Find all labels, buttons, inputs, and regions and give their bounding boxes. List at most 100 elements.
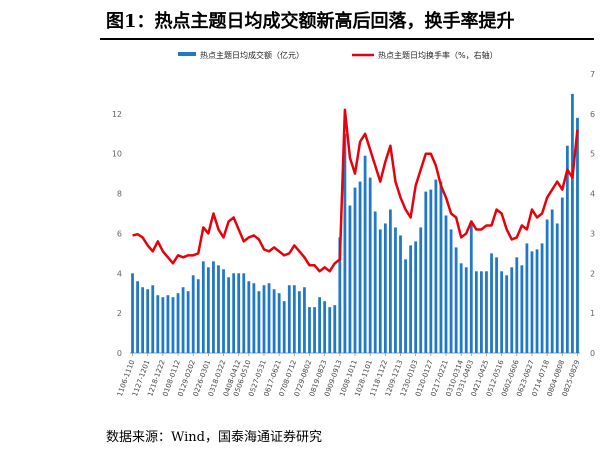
left-tick-label-4: 8 xyxy=(117,190,122,199)
bar-50 xyxy=(383,223,387,353)
bar-57 xyxy=(419,227,423,353)
bar-32 xyxy=(292,285,296,353)
bar-85 xyxy=(560,197,564,353)
right-tick-label-1: 1 xyxy=(590,309,595,318)
left-tick-label-2: 4 xyxy=(117,269,122,278)
bar-8 xyxy=(171,297,175,353)
bar-64 xyxy=(454,247,458,353)
left-tick-label-1: 2 xyxy=(117,309,122,318)
bar-52 xyxy=(394,227,397,353)
legend: 热点主题日均成交额（亿元） 热点主题日均换手率（%，右轴） xyxy=(178,50,498,60)
bar-19 xyxy=(227,277,230,353)
bar-74 xyxy=(505,275,509,353)
bar-83 xyxy=(550,209,554,353)
bar-66 xyxy=(464,267,468,353)
bar-53 xyxy=(399,235,402,353)
bar-21 xyxy=(237,273,241,353)
legend-line-label: 热点主题日均换手率（%，右轴） xyxy=(378,50,498,60)
right-tick-label-4: 4 xyxy=(590,190,595,199)
source-note: 数据来源：Wind，国泰海通证券研究 xyxy=(106,430,322,445)
bar-11 xyxy=(186,291,190,353)
bar-45 xyxy=(358,181,362,353)
bar-60 xyxy=(434,179,438,353)
bar-76 xyxy=(515,257,519,353)
left-tick-label-6: 12 xyxy=(112,110,122,119)
bar-40 xyxy=(333,305,337,353)
chart: 热点主题日均成交额（亿元） 热点主题日均换手率（%，右轴） 0246810120… xyxy=(112,50,595,398)
bar-16 xyxy=(212,261,215,353)
bar-56 xyxy=(414,241,418,353)
bar-86 xyxy=(565,145,569,353)
bar-17 xyxy=(217,265,220,353)
right-tick-label-7: 7 xyxy=(590,70,595,79)
bar-1 xyxy=(136,281,139,353)
bar-24 xyxy=(252,283,256,353)
bar-4 xyxy=(151,285,155,353)
bar-33 xyxy=(297,291,301,353)
bar-48 xyxy=(373,211,377,353)
bar-72 xyxy=(495,257,498,353)
bar-0 xyxy=(131,273,134,353)
bar-31 xyxy=(287,285,291,353)
figure-title: 图1：热点主题日均成交额新高后回落，换手率提升 xyxy=(106,11,515,32)
bar-87 xyxy=(571,93,574,354)
bar-27 xyxy=(267,283,271,353)
bar-26 xyxy=(262,285,266,353)
bar-44 xyxy=(353,187,357,353)
bar-51 xyxy=(389,209,392,353)
left-tick-label-3: 6 xyxy=(117,229,122,238)
bar-3 xyxy=(146,289,150,353)
bar-42 xyxy=(343,133,347,353)
legend-bar-label: 热点主题日均成交额（亿元） xyxy=(200,50,304,60)
bar-59 xyxy=(429,189,433,353)
line-series xyxy=(132,108,579,273)
bar-13 xyxy=(196,279,200,353)
bar-46 xyxy=(363,155,367,353)
bar-49 xyxy=(378,229,382,353)
bar-series xyxy=(131,93,579,354)
bar-5 xyxy=(156,295,160,353)
bar-75 xyxy=(510,267,514,353)
bar-25 xyxy=(257,291,261,353)
bar-55 xyxy=(409,245,413,353)
bar-67 xyxy=(469,221,473,353)
right-tick-label-2: 2 xyxy=(590,269,595,278)
bar-6 xyxy=(161,297,165,353)
bar-18 xyxy=(222,269,225,353)
bar-65 xyxy=(459,263,463,353)
bar-23 xyxy=(247,281,251,353)
bar-10 xyxy=(181,287,185,353)
bar-15 xyxy=(206,267,210,353)
bar-77 xyxy=(520,265,524,353)
turnover-line xyxy=(132,108,579,273)
bar-2 xyxy=(141,287,145,353)
bar-82 xyxy=(545,219,549,353)
bar-73 xyxy=(500,271,504,353)
bar-58 xyxy=(424,191,428,353)
right-tick-label-3: 3 xyxy=(590,229,595,238)
bar-88 xyxy=(576,117,579,353)
bar-69 xyxy=(480,271,483,353)
bar-80 xyxy=(535,249,539,353)
bar-36 xyxy=(313,307,316,353)
bar-41 xyxy=(338,237,342,353)
bar-79 xyxy=(530,251,534,353)
bar-63 xyxy=(449,229,453,353)
bar-22 xyxy=(242,273,246,353)
bar-7 xyxy=(166,295,170,353)
bar-37 xyxy=(318,297,321,353)
bar-14 xyxy=(201,261,205,353)
bar-78 xyxy=(525,243,529,353)
bar-9 xyxy=(176,293,180,353)
bar-61 xyxy=(439,181,443,353)
bar-30 xyxy=(282,301,286,353)
right-tick-label-5: 5 xyxy=(590,150,595,159)
bar-35 xyxy=(308,307,311,353)
bar-62 xyxy=(444,215,448,353)
bar-68 xyxy=(474,271,478,353)
legend-bar-swatch xyxy=(178,52,196,56)
bar-12 xyxy=(191,275,195,353)
bar-70 xyxy=(485,271,488,353)
left-tick-label-0: 0 xyxy=(117,349,122,358)
bar-81 xyxy=(540,243,544,353)
